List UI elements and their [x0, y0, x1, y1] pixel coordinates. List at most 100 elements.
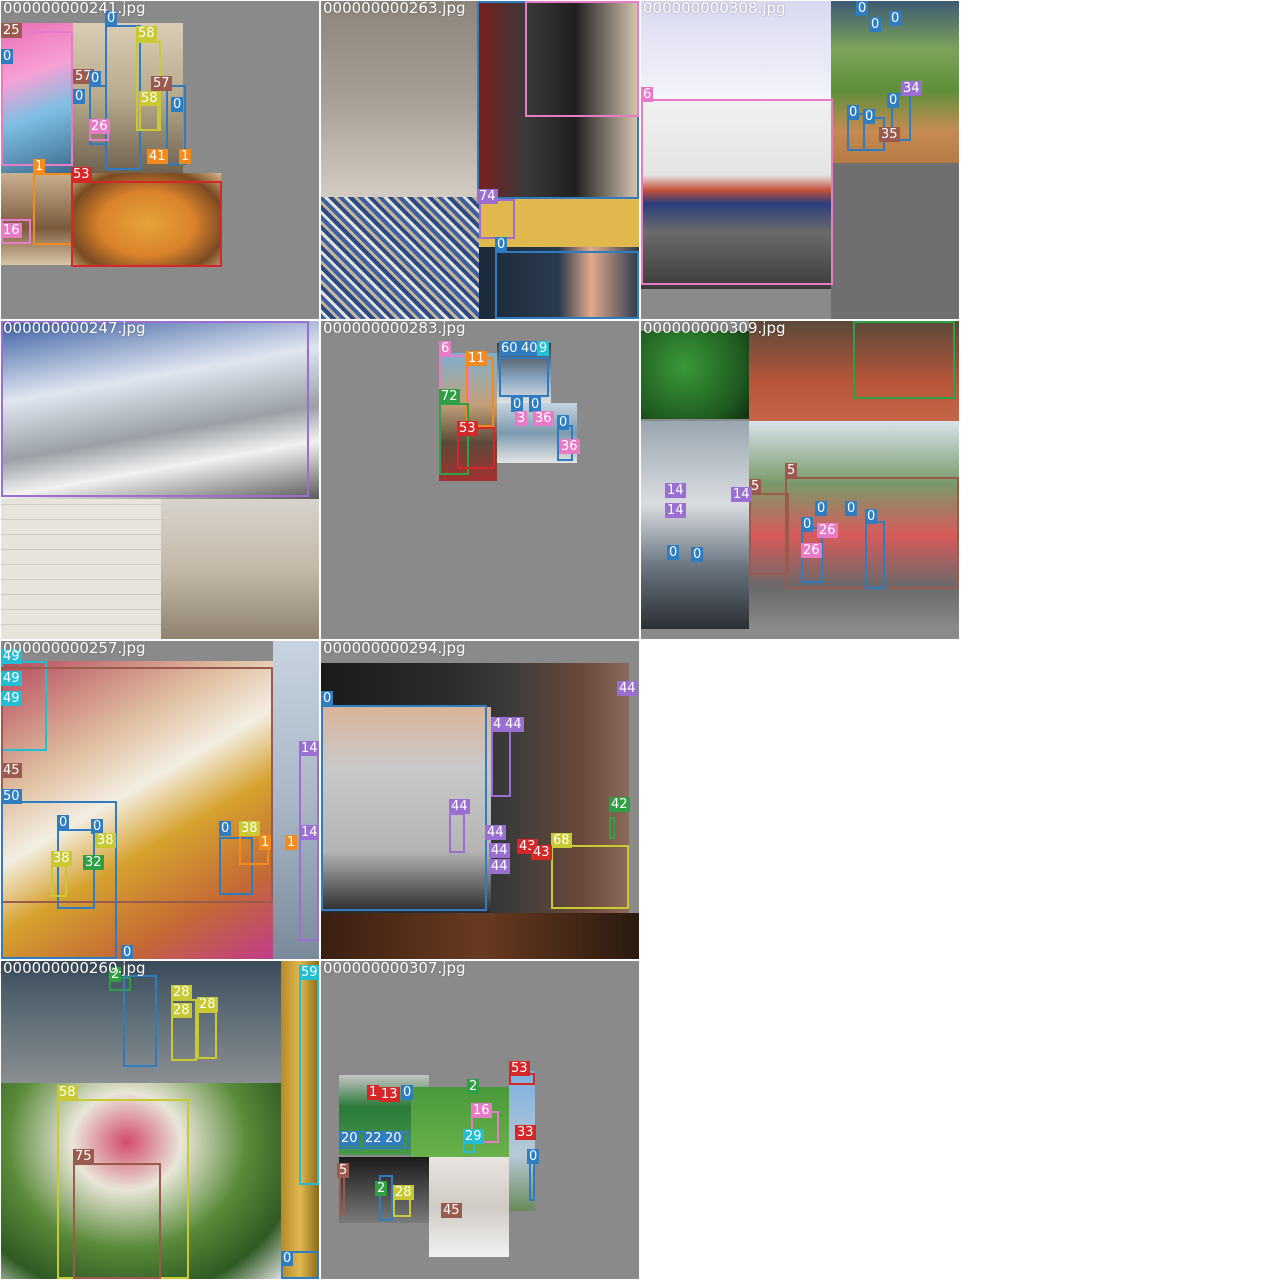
bbox-label: 0 [401, 1085, 414, 1100]
bbox-label: 5 [785, 463, 798, 478]
bbox [171, 999, 197, 1061]
bbox-label: 57 [151, 76, 172, 91]
bbox-label: 0 [667, 545, 680, 560]
bbox-label: 6 [641, 87, 654, 102]
photo-crowd [321, 197, 479, 319]
bbox [1, 321, 309, 497]
bbox-label: 68 [551, 833, 572, 848]
mosaic-tile: 000000000309.jpg 72 5 5 14 14 14 0 0 0 0… [640, 320, 960, 640]
bbox-label: 1 [259, 835, 272, 850]
bbox-label: 60 [499, 341, 520, 356]
tile-filename: 000000000309.jpg [643, 320, 786, 337]
bbox [525, 1, 639, 117]
bbox [166, 85, 186, 165]
bbox-label: 42 [609, 797, 630, 812]
photo-umbrella-girl [1, 23, 73, 173]
bbox-label: 44 [489, 859, 510, 874]
photo-buildings [161, 499, 319, 639]
bbox-label: 28 [393, 1185, 414, 1200]
bbox-label: 2 [467, 1079, 480, 1094]
bbox [495, 251, 639, 319]
bbox-label: 28 [171, 1003, 192, 1018]
tile-filename: 000000000241.jpg [3, 0, 146, 17]
bbox-label: 0 [281, 1251, 294, 1266]
bbox-label: 0 [529, 397, 542, 412]
bbox-label: 11 [466, 351, 487, 366]
bbox [641, 99, 833, 285]
bbox-label: 0 [57, 815, 70, 830]
bbox-label: 44 [485, 825, 506, 840]
photo-pier-sky [641, 421, 749, 629]
bbox-label: 45 [441, 1203, 462, 1218]
bbox-label: 72 [853, 321, 874, 322]
bbox-label: 53 [509, 1061, 530, 1076]
bbox-label: 14 [665, 503, 686, 518]
photo-elephant [321, 1, 479, 197]
bbox [865, 521, 885, 589]
bbox-label: 33 [515, 1125, 536, 1140]
photo-bus [749, 421, 959, 629]
bbox-label: 0 [856, 1, 869, 16]
bbox-label: 44 [489, 843, 510, 858]
bbox-label: 44 [503, 717, 524, 732]
bbox-label: 50 [1, 789, 22, 804]
bbox-label: 0 [815, 501, 828, 516]
photo-sky-wires [641, 1, 831, 99]
bbox-label: 0 [73, 89, 86, 104]
tile-filename: 000000000257.jpg [3, 640, 146, 657]
bbox [853, 321, 955, 399]
bbox [321, 705, 487, 911]
bbox-label: 14 [731, 487, 752, 502]
tile-filename: 000000000307.jpg [323, 960, 466, 977]
bbox-label: 0 [91, 819, 104, 834]
mosaic-tile: 000000000260.jpg 2 28 28 28 59 58 75 0 [0, 960, 320, 1280]
photo-green-leaves [641, 331, 749, 419]
bbox-label: 3 [515, 411, 528, 426]
bbox-label: 14 [299, 825, 319, 840]
bbox-label: 0 [869, 17, 882, 32]
bbox [71, 181, 222, 267]
bbox-label: 58 [136, 26, 157, 41]
bbox-label: 1 [179, 149, 192, 164]
bbox-label: 1 [285, 835, 298, 850]
bbox-label: 28 [197, 997, 218, 1012]
bbox [491, 729, 511, 797]
bbox [609, 817, 615, 839]
bbox-label: 0 [889, 11, 902, 26]
bbox-label: 20 [383, 1131, 404, 1146]
photo-man-face [479, 247, 639, 319]
bbox-label: 1 [367, 1085, 380, 1100]
bbox-label: 4 [1, 321, 14, 322]
bbox-label: 0 [847, 105, 860, 120]
bbox-label: 38 [239, 821, 260, 836]
bbox [51, 865, 67, 897]
bbox-label: 41 [147, 149, 168, 164]
bbox-label: 0 [121, 945, 134, 960]
bbox-label: 0 [89, 71, 102, 86]
bbox [529, 1161, 535, 1201]
photo-train [641, 99, 831, 289]
bbox-label: 58 [139, 91, 160, 106]
bbox-label: 36 [533, 411, 554, 426]
bbox-label: 49 [1, 671, 22, 686]
mosaic-tile: 000000000283.jpg 6 11 60 40 9 72 53 0 0 … [320, 320, 640, 640]
bbox [73, 1163, 161, 1279]
mosaic-tile: 000000000247.jpg 4 [0, 320, 320, 640]
mosaic-tile: 000000000241.jpg 25 0 58 0 57 0 0 58 57 … [0, 0, 320, 320]
bbox [551, 845, 629, 909]
bbox-label: 0 [865, 509, 878, 524]
bbox-label: 0 [887, 93, 900, 108]
bbox-label: 44 [449, 799, 470, 814]
bbox-label: 49 [1, 691, 22, 706]
photo-airport [1, 961, 281, 1083]
mosaic-tile: 000000000307.jpg 53 1 13 0 2 16 20 22 20… [320, 960, 640, 1280]
bbox-label: 38 [51, 851, 72, 866]
bbox-label: 57 [73, 69, 94, 84]
bbox-label: 0 [495, 237, 508, 252]
tile-filename: 000000000263.jpg [323, 0, 466, 17]
bbox-label: 26 [801, 543, 822, 558]
photo-gray-fill [831, 163, 959, 319]
tile-filename: 000000000294.jpg [323, 640, 466, 657]
tile-filename: 000000000247.jpg [3, 320, 146, 337]
bbox-label: 53 [457, 421, 478, 436]
